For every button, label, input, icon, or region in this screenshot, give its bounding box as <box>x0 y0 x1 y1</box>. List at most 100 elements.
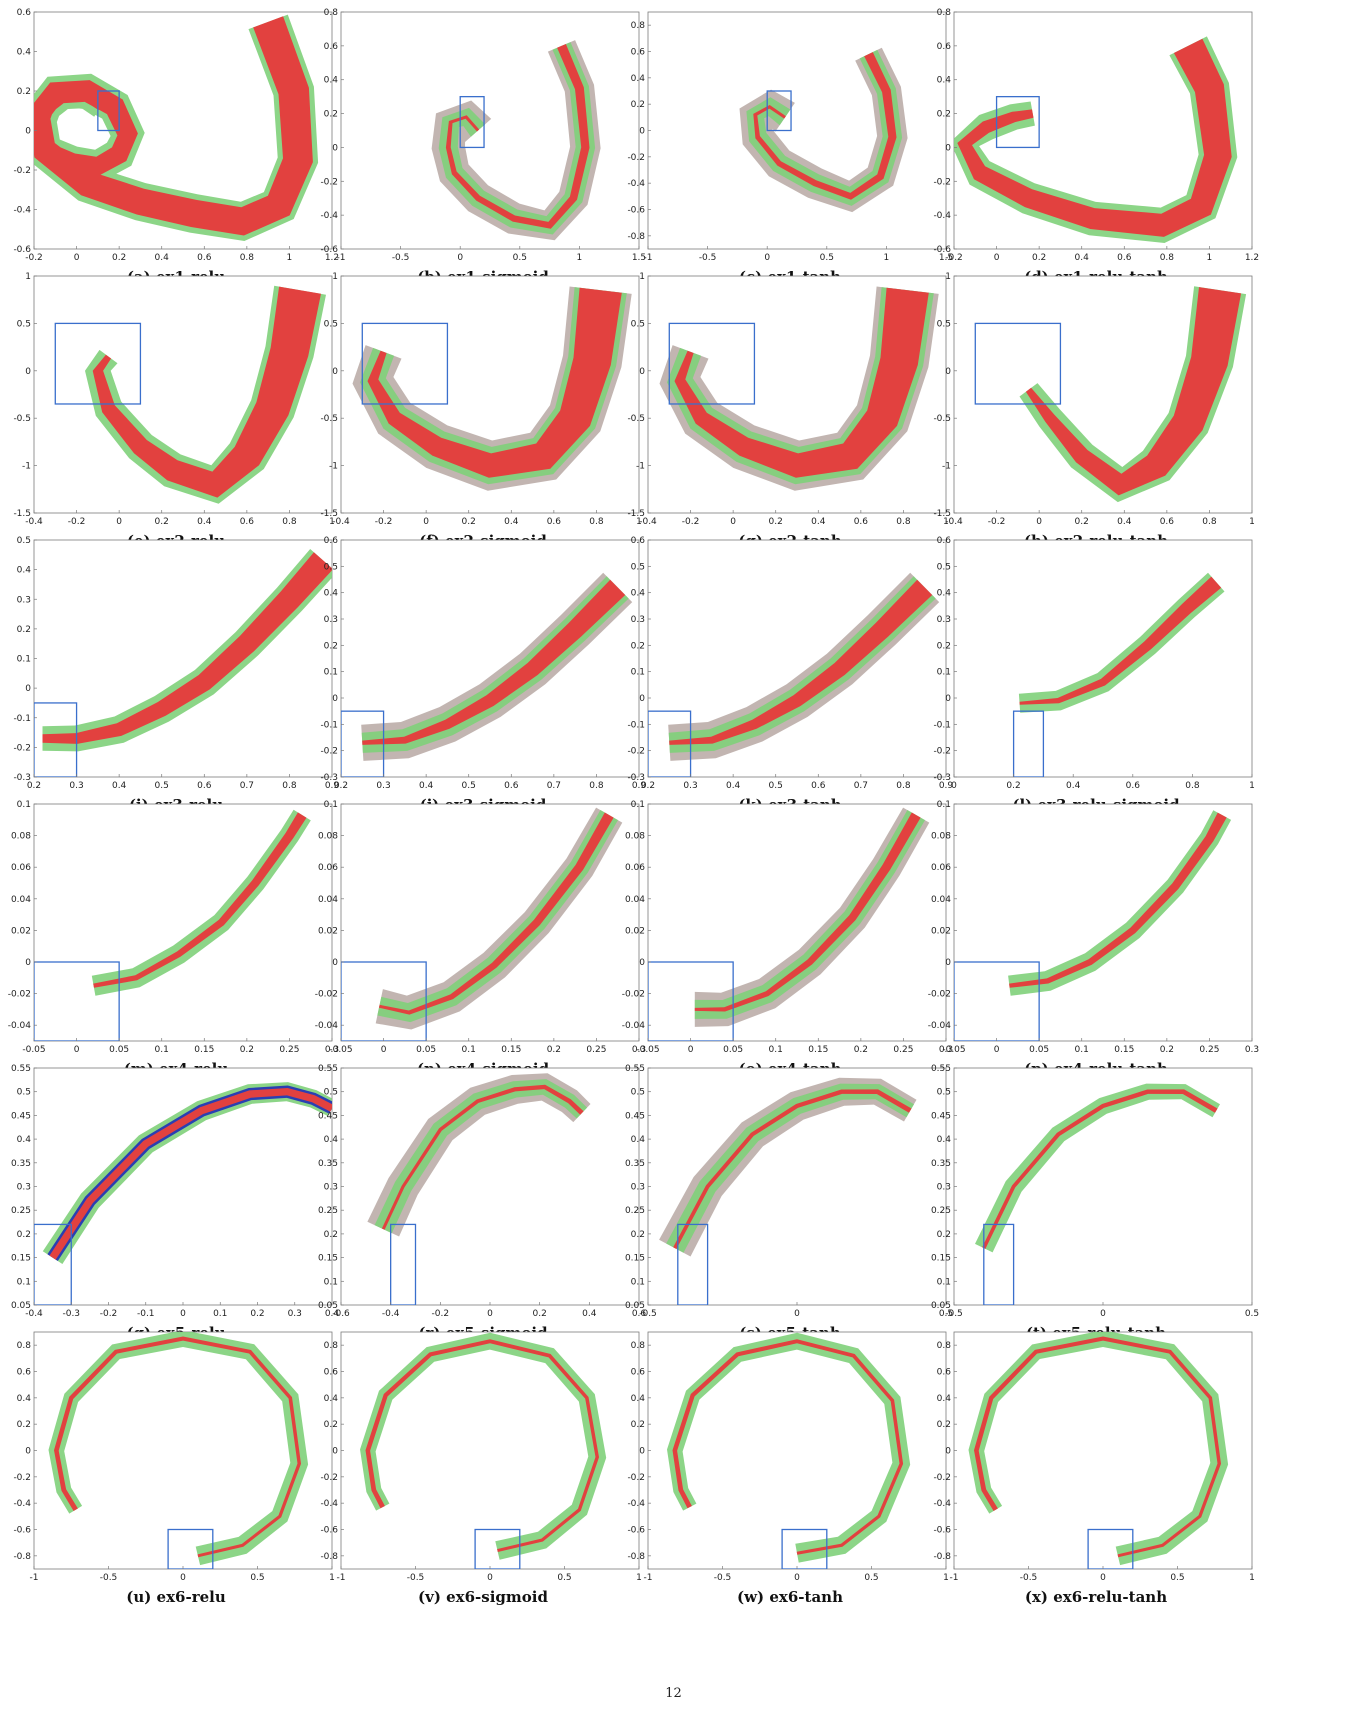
y-tick-label: -0.5 <box>627 414 645 424</box>
chart-svg: -0.4 -0.3 -0.2 -0.1 0 0.1 0.2 0.3 0.40.050.10.15… <box>11 1064 340 1319</box>
y-tick-label: 0.1 <box>937 1277 951 1287</box>
y-tick-label: -0.2 <box>933 177 951 187</box>
y-tick-label: 0.05 <box>11 1301 31 1311</box>
y-tick-label: 0.35 <box>318 1159 338 1169</box>
y-tick-label: 1 <box>945 272 951 282</box>
y-tick-label: 0.3 <box>17 595 31 605</box>
y-tick-label: -0.6 <box>13 245 31 255</box>
y-tick-label: 0.5 <box>937 319 951 329</box>
plot-area <box>367 1073 591 1305</box>
reach-set-green <box>1018 572 1225 713</box>
x-tick-label: 1 <box>636 517 642 527</box>
chart-svg: 0.2 0.3 0.4 0.5 0.6 0.7 0.8 0.9-0.3-0.2-0.100.1… <box>320 536 646 791</box>
x-tick-label: 0.6 <box>240 517 255 527</box>
y-tick-label: 0.5 <box>631 562 645 572</box>
chart-panel: -0.05 0 0.05 0.1 0.15 0.2 0.25 0.3 -0.04 -0.02 0 0.… <box>928 798 1264 1086</box>
y-tick-label: -0.4 <box>933 211 951 221</box>
chart-svg: -0.4 -0.2 0 0.2 0.4 0.6 0.8 1-1.5-1-0.500.51 <box>320 272 642 527</box>
x-tick-label: 0.1 <box>213 1309 227 1319</box>
y-tick-label: 0.4 <box>324 589 339 599</box>
y-tick-label: 0.6 <box>324 1368 339 1378</box>
y-tick-label: 0.15 <box>625 1254 645 1264</box>
y-tick-label: 0 <box>945 958 951 968</box>
y-tick-label: 0.8 <box>631 1341 646 1351</box>
y-tick-label: 0 <box>332 694 338 704</box>
x-tick-label: 0.9 <box>325 781 340 791</box>
y-tick-label: 0.2 <box>631 1230 645 1240</box>
x-tick-label: 0.3 <box>288 1309 302 1319</box>
x-tick-label: 0 <box>794 1573 800 1583</box>
y-tick-label: 0.2 <box>631 1420 645 1430</box>
x-tick-label: 0.5 <box>769 781 783 791</box>
y-tick-label: 0.1 <box>17 1277 31 1287</box>
x-tick-label: 0.8 <box>282 781 297 791</box>
x-tick-label: 0.05 <box>723 1045 743 1055</box>
y-tick-label: 0.1 <box>17 655 31 665</box>
x-tick-label: 0.15 <box>808 1045 828 1055</box>
y-tick-label: 0.8 <box>17 1341 32 1351</box>
chart-panel: -0.05 0 0.05 0.1 0.15 0.2 0.25 0.3 -0.04 -0.02 0 0.… <box>315 798 651 1086</box>
x-tick-label: 0.4 <box>504 517 519 527</box>
y-tick-label: 0.4 <box>631 1135 646 1145</box>
chart-svg: -0.2 0 0.2 0.4 0.6 0.8 1 1.2-0.6-0.4-0.200.20.4… <box>13 8 339 263</box>
y-tick-label: -0.5 <box>320 414 338 424</box>
chart-panel: -0.4 -0.3 -0.2 -0.1 0 0.1 0.2 0.3 0.4 0.05 0.1 0.15… <box>8 1062 344 1350</box>
x-tick-label: -0.2 <box>988 517 1006 527</box>
y-tick-label: 0.8 <box>324 8 339 18</box>
plot-area <box>974 286 1247 503</box>
x-tick-label: -0.1 <box>137 1309 155 1319</box>
plot-area <box>360 1332 607 1569</box>
y-tick-label: -0.3 <box>627 773 645 783</box>
y-tick-label: 0.45 <box>931 1111 951 1121</box>
y-tick-label: -0.04 <box>928 1021 952 1031</box>
chart-svg: -1 -0.5 0 0.5 1 -0.8 -0.6 -0.4 -0.2 0 0.2 0.4 0.6 0.8 <box>627 1331 949 1583</box>
x-tick-label: 0.6 <box>1117 253 1132 263</box>
x-tick-label: 0.8 <box>282 517 297 527</box>
x-tick-label: 0.4 <box>325 1309 340 1319</box>
y-tick-label: 0.2 <box>17 625 31 635</box>
simulated-trajectories <box>362 579 626 745</box>
simulated-trajectories <box>1025 287 1242 496</box>
y-tick-label: 0.35 <box>11 1159 31 1169</box>
x-tick-label: 0.2 <box>462 517 476 527</box>
y-tick-label: -0.2 <box>320 1473 338 1483</box>
y-tick-label: -0.4 <box>320 211 338 221</box>
y-tick-label: 0.35 <box>931 1159 951 1169</box>
reach-set-green <box>1008 810 1232 996</box>
x-tick-label: 1.2 <box>1245 253 1259 263</box>
y-tick-label: 0 <box>945 367 951 377</box>
y-tick-label: -1 <box>329 462 338 472</box>
y-tick-label: -1 <box>636 462 645 472</box>
x-tick-label: -0.05 <box>636 1045 659 1055</box>
y-tick-label: 0.1 <box>17 800 31 810</box>
chart-svg: -0.05 0 0.05 0.1 0.15 0.2 0.25 0.3 -0.04 -0.02 0 0.… <box>8 800 339 1055</box>
chart-panel: 0.2 0.3 0.4 0.5 0.6 0.7 0.8 0.9 -0.3 -0.2 -0.1 0 0.1… <box>8 534 344 822</box>
chart-panel: 0 0.2 0.4 0.6 0.8 1 -0.3 -0.2 -0.1 0 0.1 0.2 0.3 0.4 0… <box>928 534 1264 822</box>
initial-set-box <box>390 1223 417 1305</box>
y-tick-label: 0.3 <box>631 615 645 625</box>
y-tick-label: 0.2 <box>937 641 951 651</box>
y-tick-label: 0.02 <box>931 926 951 936</box>
y-tick-label: 0.02 <box>11 926 31 936</box>
x-tick-label: 0.8 <box>1160 253 1175 263</box>
chart-svg: -0.6 -0.4 -0.2 0 0.2 0.4 0.60.050.10.150.20.25… <box>318 1064 646 1319</box>
x-tick-label: 0.15 <box>501 1045 521 1055</box>
y-tick-label: 0.8 <box>324 1341 339 1351</box>
y-tick-label: 0.04 <box>11 895 31 905</box>
x-tick-label: 0.5 <box>1170 1573 1184 1583</box>
y-tick-label: -0.6 <box>13 1526 31 1536</box>
y-tick-label: 0 <box>332 367 338 377</box>
initial-set-box <box>781 1528 828 1569</box>
x-tick-label: -0.2 <box>375 517 393 527</box>
y-tick-label: 0.04 <box>931 895 951 905</box>
y-tick-label: 0.4 <box>937 1394 952 1404</box>
x-tick-label: 0.05 <box>109 1045 129 1055</box>
x-tick-label: -0.5 <box>945 1309 963 1319</box>
y-tick-label: 0.2 <box>324 641 338 651</box>
plot-area <box>341 572 633 777</box>
y-tick-label: -0.5 <box>13 414 31 424</box>
y-tick-label: 0.4 <box>937 1135 952 1145</box>
y-tick-label: 0.3 <box>631 1183 645 1193</box>
x-tick-label: 0.6 <box>547 517 562 527</box>
